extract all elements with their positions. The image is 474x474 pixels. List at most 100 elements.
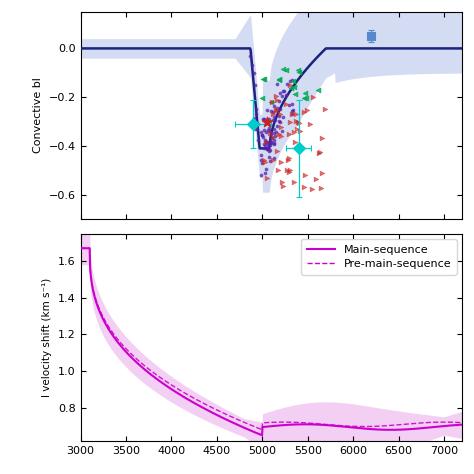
Point [268, 135, 276, 142]
Point [273, 92, 280, 100]
Point [263, 138, 270, 146]
Point [288, 110, 295, 118]
Point [273, 104, 281, 112]
Point [285, 155, 292, 162]
Point [288, 108, 296, 115]
Point [273, 80, 281, 87]
Point [263, 145, 271, 152]
Point [277, 132, 284, 139]
Point [277, 106, 284, 113]
Point [262, 138, 269, 146]
Point [316, 149, 323, 156]
Point [276, 110, 283, 118]
Point [264, 145, 272, 152]
Point [257, 128, 264, 136]
Point [257, 171, 264, 179]
Point [289, 106, 296, 114]
Point [261, 169, 269, 177]
Point [258, 151, 265, 159]
Point [285, 101, 292, 109]
Point [301, 108, 308, 116]
Point [308, 185, 316, 192]
Point [310, 93, 317, 100]
Point [300, 183, 308, 191]
Point [318, 134, 326, 141]
Point [255, 136, 262, 143]
Point [260, 75, 267, 83]
Point [270, 154, 278, 161]
Point [292, 117, 300, 125]
Point [260, 133, 267, 141]
Point [263, 118, 271, 125]
Point [301, 94, 308, 101]
Point [277, 158, 285, 166]
Point [248, 61, 255, 68]
Point [273, 97, 281, 104]
Point [296, 68, 303, 76]
Point [283, 81, 291, 88]
Point [318, 184, 325, 191]
Point [278, 92, 285, 100]
Point [273, 106, 281, 113]
Point [258, 131, 266, 139]
Point [270, 139, 278, 146]
Point [289, 100, 296, 108]
Point [260, 144, 268, 152]
Point [292, 138, 299, 146]
Point [286, 82, 294, 89]
Point [251, 82, 259, 89]
Point [271, 116, 279, 123]
Point [273, 147, 281, 155]
Point [270, 113, 277, 120]
Point [275, 76, 283, 84]
Point [294, 66, 302, 74]
Point [283, 166, 291, 173]
Point [250, 115, 258, 122]
Point [267, 137, 274, 145]
Point [293, 126, 301, 133]
Point [269, 117, 277, 124]
Point [253, 125, 260, 133]
Point [261, 76, 268, 83]
Point [265, 115, 273, 123]
Point [264, 126, 272, 134]
Point [291, 90, 299, 98]
Point [273, 106, 280, 114]
Point [265, 154, 273, 161]
Point [301, 171, 309, 179]
Point [272, 128, 280, 136]
Point [279, 87, 287, 95]
Y-axis label: l velocity shift (km s⁻¹): l velocity shift (km s⁻¹) [42, 278, 53, 397]
Point [258, 159, 266, 167]
Point [260, 115, 268, 122]
Point [291, 178, 298, 186]
Point [274, 166, 282, 173]
Point [279, 182, 287, 190]
Point [296, 127, 303, 135]
Point [264, 142, 272, 149]
Point [316, 148, 324, 155]
Point [282, 91, 290, 99]
Point [261, 141, 268, 148]
Legend: Main-sequence, Pre-main-sequence: Main-sequence, Pre-main-sequence [301, 239, 456, 275]
Point [286, 118, 293, 126]
Point [267, 138, 275, 146]
Point [286, 78, 294, 85]
Point [266, 146, 273, 154]
Point [253, 105, 260, 113]
Point [302, 95, 310, 102]
Y-axis label: Convective bl: Convective bl [33, 78, 43, 154]
Point [257, 156, 265, 164]
Point [263, 165, 270, 173]
Point [254, 120, 262, 128]
Point [287, 84, 295, 92]
Point [246, 52, 254, 60]
Point [269, 108, 276, 116]
Point [266, 129, 274, 137]
Point [303, 107, 310, 114]
Point [267, 108, 274, 115]
Point [282, 100, 290, 108]
Point [251, 126, 259, 133]
Point [266, 141, 273, 148]
Point [277, 123, 284, 131]
